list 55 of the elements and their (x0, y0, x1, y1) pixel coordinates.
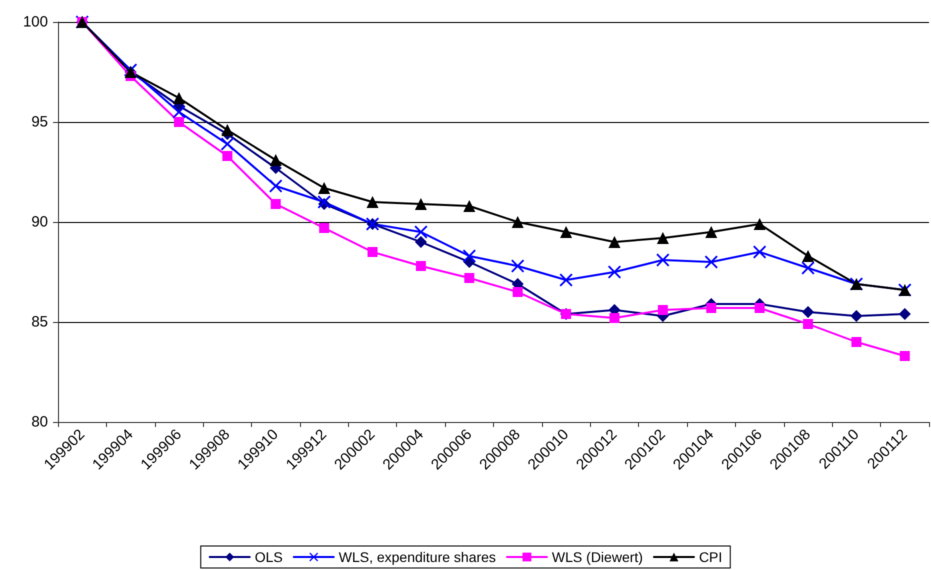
point (270, 154, 282, 166)
point (319, 223, 330, 233)
point (464, 273, 474, 283)
y-tick-label: 85 (31, 314, 48, 330)
point (704, 256, 718, 268)
point (850, 310, 862, 322)
point (270, 199, 281, 209)
legend-label: WLS, expenditure shares (338, 549, 496, 565)
point (851, 337, 862, 347)
legend-label: CPI (698, 549, 722, 565)
point (512, 287, 523, 297)
y-tick-label: 95 (31, 114, 48, 130)
point (560, 274, 573, 286)
point (463, 200, 476, 212)
point (803, 319, 814, 329)
point (802, 306, 814, 318)
point (366, 196, 379, 208)
y-tick-label: 90 (31, 214, 48, 230)
point (705, 226, 718, 238)
point (511, 260, 524, 272)
point (414, 226, 428, 238)
point (802, 262, 815, 274)
legend-label: OLS (254, 549, 283, 565)
point (221, 124, 234, 136)
point (900, 351, 910, 361)
point (172, 92, 185, 104)
point (802, 250, 814, 262)
point (898, 308, 911, 320)
point (656, 232, 669, 244)
point (174, 117, 184, 127)
y-tick-label: 100 (22, 14, 48, 30)
point (222, 151, 232, 161)
point (172, 106, 186, 118)
point (368, 247, 378, 257)
point (269, 180, 282, 192)
point (462, 250, 476, 262)
point (220, 138, 234, 150)
point (560, 226, 572, 238)
point (754, 303, 765, 313)
point (658, 305, 668, 315)
point (609, 313, 620, 323)
point (414, 236, 427, 248)
legend-label: WLS (Diewert) (552, 549, 643, 565)
point (608, 236, 620, 248)
point (608, 266, 621, 278)
point (753, 246, 766, 258)
point (416, 261, 426, 271)
point (656, 254, 670, 266)
y-tick-label: 80 (31, 414, 48, 430)
point (706, 303, 716, 313)
point (318, 196, 331, 208)
point (512, 216, 524, 228)
point (754, 218, 766, 230)
point (414, 198, 427, 210)
point (318, 182, 330, 194)
